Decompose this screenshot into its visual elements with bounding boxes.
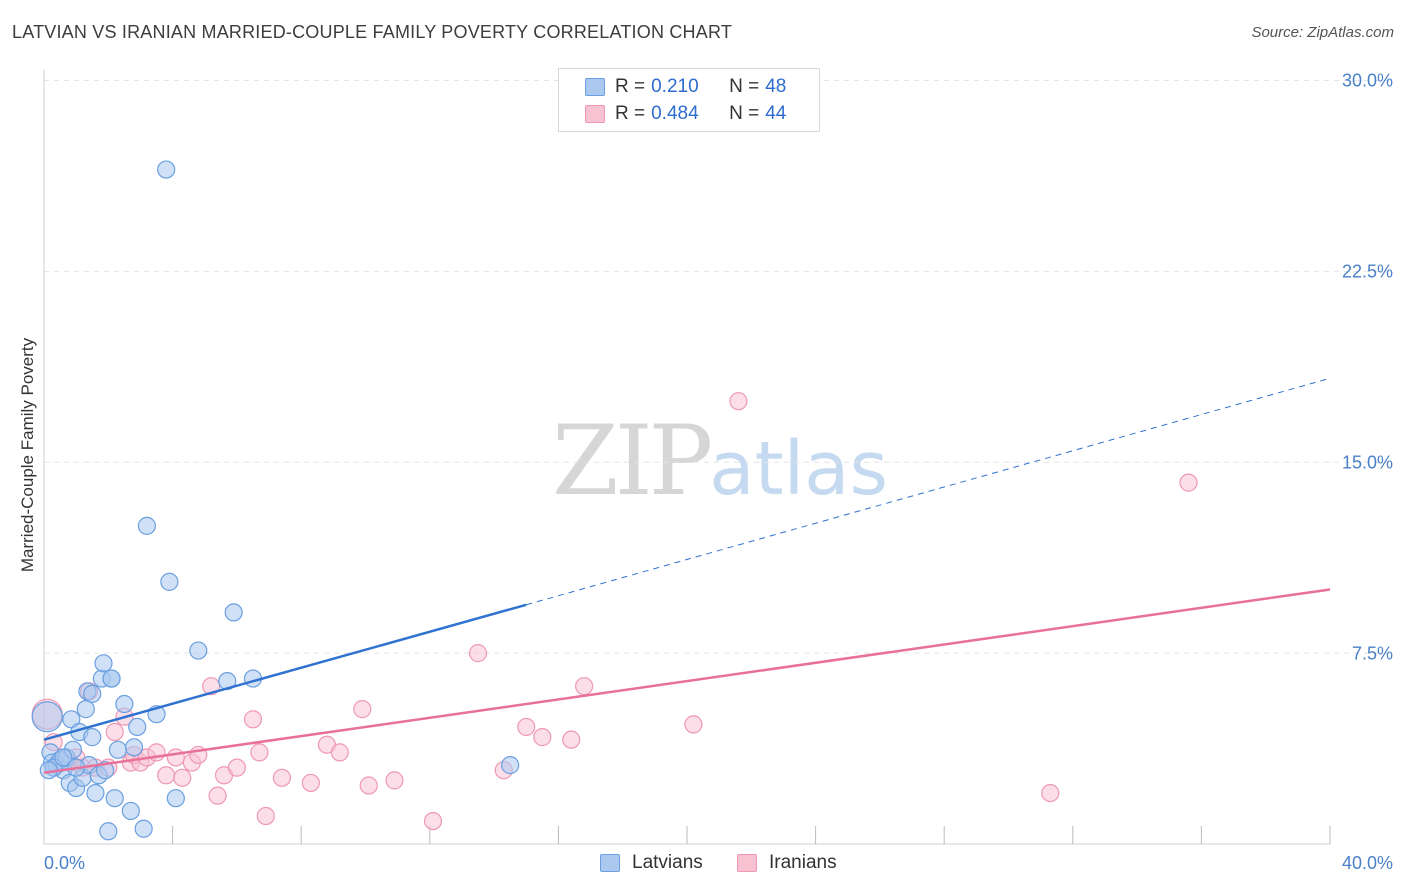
y-tick-label-30: 30.0% [1341, 70, 1393, 91]
bottom-legend-iranians: Iranians [737, 852, 837, 874]
iranian-point [729, 392, 748, 411]
latvian-swatch [585, 78, 605, 96]
latvian-trend-extension [526, 377, 1331, 606]
iranian-point [562, 730, 581, 749]
latvian-point [189, 641, 208, 660]
latvian-point [166, 789, 185, 808]
iranian-n-value: 44 [765, 103, 787, 124]
iranian-r-value: 0.484 [651, 103, 699, 124]
latvian-point [83, 684, 102, 703]
latvian-n-value: 48 [765, 76, 787, 97]
iranian-point [105, 722, 124, 742]
latvian-point [99, 822, 118, 841]
iranian-point [173, 768, 192, 787]
y-tick-label-22-5: 22.5% [1341, 261, 1393, 282]
iranian-point [272, 768, 292, 787]
iranian-point [301, 773, 320, 793]
latvian-point [76, 700, 95, 719]
legend-row-iranians: R = 0.484 N = 44 [585, 102, 786, 126]
iranian-point [468, 644, 488, 663]
iranian-point [575, 677, 594, 696]
source-attribution: Source: ZipAtlas.com [1251, 24, 1394, 41]
legend-row-latvians: R = 0.210 N = 48 [585, 75, 786, 99]
iranian-point [243, 710, 263, 729]
bottom-iranian-swatch [737, 854, 757, 872]
iranian-point [533, 728, 552, 747]
latvian-point [128, 717, 147, 737]
y-tick-label-15: 15.0% [1341, 452, 1393, 473]
iranian-point [250, 743, 269, 762]
iranian-point [684, 715, 703, 734]
latvian-point [94, 654, 113, 673]
latvian-point [224, 603, 243, 622]
iranian-point [330, 743, 349, 762]
latvian-point [95, 761, 115, 780]
iranian-r-label: R = [615, 103, 646, 124]
bottom-legend-latvians: Latvians [600, 852, 703, 874]
iranian-point [166, 748, 185, 767]
iranian-point [208, 786, 227, 805]
latvian-point [157, 160, 176, 179]
latvian-point [137, 516, 156, 535]
iranian-point [423, 811, 443, 831]
iranian-point [359, 776, 378, 795]
iranian-point [385, 771, 404, 790]
iranian-point [1179, 473, 1198, 492]
latvian-point [124, 738, 144, 757]
latvian-point [121, 801, 140, 821]
latvian-point [501, 756, 520, 775]
bottom-latvian-label: Latvians [632, 852, 703, 873]
latvian-n-label: N = [729, 76, 760, 97]
bottom-iranian-label: Iranians [769, 852, 837, 873]
iranian-point [517, 717, 536, 737]
iranian-swatch [585, 105, 605, 123]
iranian-trend-line [43, 588, 1331, 774]
latvian-point [134, 819, 153, 838]
latvian-point [108, 740, 128, 759]
y-axis-label: Married-Couple Family Poverty [18, 337, 37, 573]
latvian-r-value: 0.210 [651, 76, 699, 97]
iranian-point [353, 700, 372, 719]
latvian-point [160, 572, 179, 591]
latvian-point [86, 783, 105, 803]
iranian-n-label: N = [729, 103, 760, 124]
iranian-point [256, 806, 275, 826]
latvian-point [105, 789, 124, 808]
latvian-point [54, 748, 73, 767]
iranian-point [1041, 783, 1060, 803]
iranian-point [227, 758, 246, 777]
latvian-r-label: R = [615, 76, 646, 97]
x-tick-label-40: 40.0% [1341, 853, 1393, 873]
iranian-point [157, 766, 176, 785]
x-tick-label-0: 0.0% [44, 853, 86, 873]
latvian-trend-line [43, 603, 527, 741]
latvian-point [102, 669, 121, 688]
latvian-point [83, 728, 102, 747]
latvian-point [115, 694, 134, 714]
correlation-legend: R = 0.210 N = 48 R = 0.484 N = 44 [558, 68, 820, 132]
chart-title: LATVIAN VS IRANIAN MARRIED-COUPLE FAMILY… [12, 22, 733, 42]
latvian-point [31, 701, 63, 733]
bottom-latvian-swatch [600, 854, 620, 872]
y-tick-label-7-5: 7.5% [1351, 643, 1393, 664]
